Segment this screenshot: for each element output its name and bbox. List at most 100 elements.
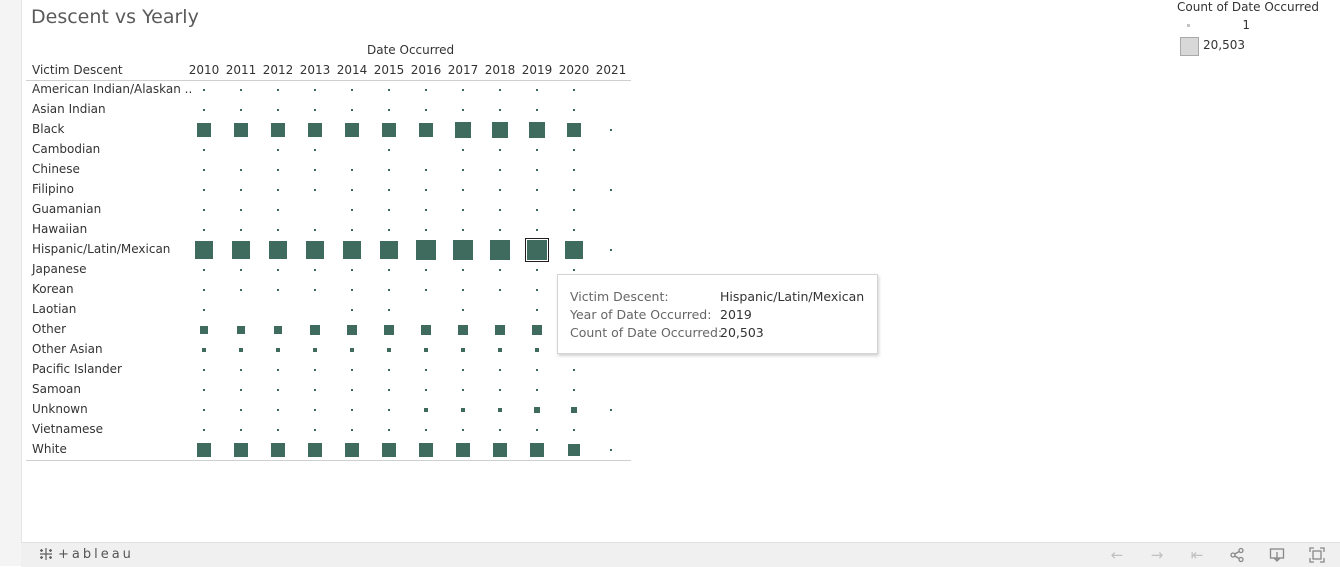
data-mark[interactable] xyxy=(499,209,501,211)
data-mark[interactable] xyxy=(277,189,279,191)
data-mark[interactable] xyxy=(197,443,211,457)
data-mark[interactable] xyxy=(425,189,427,191)
data-mark[interactable] xyxy=(573,429,575,431)
data-mark[interactable] xyxy=(536,389,538,391)
data-mark[interactable] xyxy=(610,129,612,131)
data-mark[interactable] xyxy=(268,240,288,260)
data-mark[interactable] xyxy=(240,209,242,211)
data-mark[interactable] xyxy=(277,289,279,291)
data-mark[interactable] xyxy=(277,409,279,411)
data-mark[interactable] xyxy=(462,89,464,91)
data-mark[interactable] xyxy=(530,443,544,457)
data-mark[interactable] xyxy=(240,189,242,191)
data-mark[interactable] xyxy=(492,122,508,138)
data-mark[interactable] xyxy=(271,123,285,137)
data-mark[interactable] xyxy=(388,309,390,311)
data-mark[interactable] xyxy=(203,369,205,371)
data-mark[interactable] xyxy=(203,109,205,111)
data-mark[interactable] xyxy=(203,289,205,291)
data-mark[interactable] xyxy=(425,169,427,171)
data-mark[interactable] xyxy=(462,189,464,191)
fullscreen-icon[interactable] xyxy=(1308,546,1326,564)
data-mark[interactable] xyxy=(314,169,316,171)
data-mark[interactable] xyxy=(610,409,612,411)
data-mark[interactable] xyxy=(351,409,353,411)
data-mark[interactable] xyxy=(345,443,359,457)
data-mark[interactable] xyxy=(573,209,575,211)
data-mark[interactable] xyxy=(499,89,501,91)
data-mark[interactable] xyxy=(456,443,470,457)
data-mark[interactable] xyxy=(308,443,322,457)
data-mark[interactable] xyxy=(573,89,575,91)
data-mark[interactable] xyxy=(536,429,538,431)
data-mark[interactable] xyxy=(195,241,213,259)
data-mark[interactable] xyxy=(199,325,209,335)
tableau-logo[interactable]: +ableau xyxy=(38,546,134,562)
data-mark[interactable] xyxy=(497,407,503,413)
data-mark[interactable] xyxy=(382,443,396,457)
data-mark[interactable] xyxy=(197,123,211,137)
data-mark[interactable] xyxy=(314,229,316,231)
data-mark[interactable] xyxy=(536,189,538,191)
data-mark[interactable] xyxy=(499,269,501,271)
data-mark[interactable] xyxy=(314,389,316,391)
data-mark[interactable] xyxy=(564,240,584,260)
data-mark[interactable] xyxy=(462,309,464,311)
data-mark[interactable] xyxy=(495,325,505,335)
data-mark[interactable] xyxy=(534,347,540,353)
data-mark[interactable] xyxy=(381,122,397,138)
data-mark[interactable] xyxy=(314,149,316,151)
data-mark[interactable] xyxy=(203,189,205,191)
data-mark[interactable] xyxy=(234,123,248,137)
data-mark[interactable] xyxy=(388,109,390,111)
redo-icon[interactable]: → xyxy=(1150,546,1164,564)
data-mark[interactable] xyxy=(201,347,207,353)
data-mark[interactable] xyxy=(536,369,538,371)
data-mark[interactable] xyxy=(240,409,242,411)
data-mark[interactable] xyxy=(314,189,316,191)
data-mark[interactable] xyxy=(351,109,353,111)
data-mark[interactable] xyxy=(499,429,501,431)
data-mark[interactable] xyxy=(203,89,205,91)
data-mark[interactable] xyxy=(499,369,501,371)
data-mark[interactable] xyxy=(532,325,542,335)
data-mark[interactable] xyxy=(425,289,427,291)
data-mark[interactable] xyxy=(314,409,316,411)
data-mark[interactable] xyxy=(424,408,428,412)
data-mark[interactable] xyxy=(314,269,316,271)
data-mark[interactable] xyxy=(277,429,279,431)
data-mark[interactable] xyxy=(425,109,427,111)
data-mark-selected[interactable] xyxy=(525,238,549,262)
data-mark[interactable] xyxy=(232,241,250,259)
data-mark[interactable] xyxy=(351,229,353,231)
data-mark[interactable] xyxy=(573,169,575,171)
revert-icon[interactable]: ⇤ xyxy=(1190,546,1204,564)
data-mark[interactable] xyxy=(388,369,390,371)
data-mark[interactable] xyxy=(536,169,538,171)
data-mark[interactable] xyxy=(351,429,353,431)
data-mark[interactable] xyxy=(425,269,427,271)
data-mark[interactable] xyxy=(499,389,501,391)
data-mark[interactable] xyxy=(536,269,538,271)
data-mark[interactable] xyxy=(573,149,575,151)
data-mark[interactable] xyxy=(277,209,279,211)
data-mark[interactable] xyxy=(277,229,279,231)
data-mark[interactable] xyxy=(240,109,242,111)
data-mark[interactable] xyxy=(573,229,575,231)
data-mark[interactable] xyxy=(277,369,279,371)
data-mark[interactable] xyxy=(536,309,538,311)
data-mark[interactable] xyxy=(499,149,501,151)
data-mark[interactable] xyxy=(387,408,391,412)
data-mark[interactable] xyxy=(240,369,242,371)
data-mark[interactable] xyxy=(499,109,501,111)
data-mark[interactable] xyxy=(499,289,501,291)
data-mark[interactable] xyxy=(240,429,242,431)
data-mark[interactable] xyxy=(418,122,434,138)
data-mark[interactable] xyxy=(499,189,501,191)
data-mark[interactable] xyxy=(536,149,538,151)
data-mark[interactable] xyxy=(277,109,279,111)
data-mark[interactable] xyxy=(351,89,353,91)
data-mark[interactable] xyxy=(573,369,575,371)
data-mark[interactable] xyxy=(236,325,246,335)
data-mark[interactable] xyxy=(573,189,575,191)
